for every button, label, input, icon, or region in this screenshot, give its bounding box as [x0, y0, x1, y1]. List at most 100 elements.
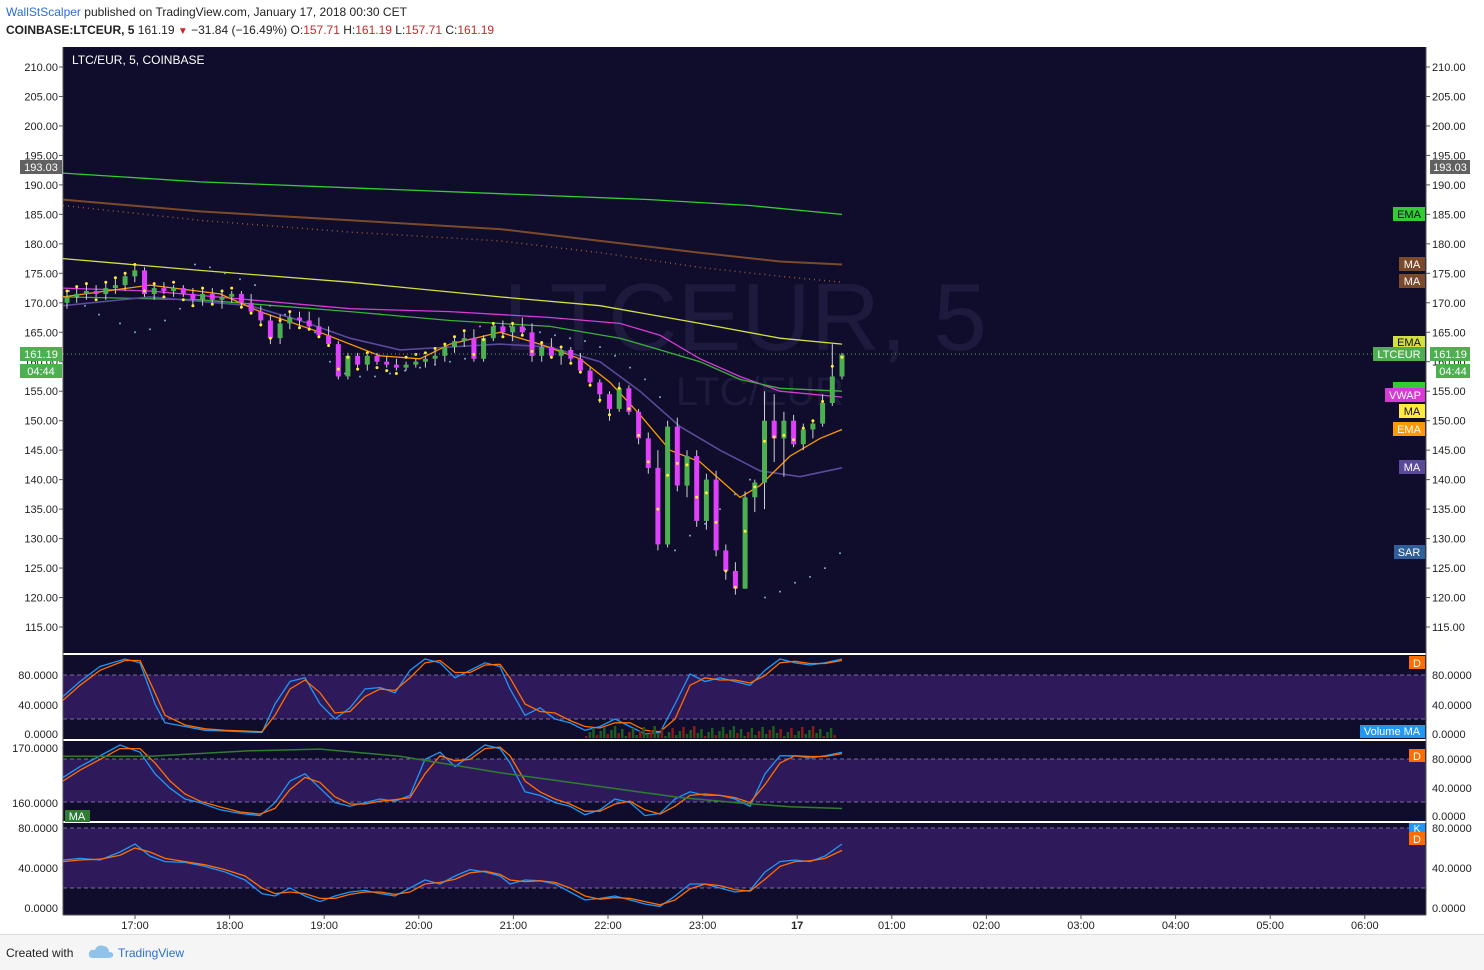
- volume-bar: [649, 730, 653, 738]
- change-value: −31.84 (−16.49%): [191, 23, 288, 37]
- candle-body: [597, 382, 603, 395]
- ma-dot: [394, 372, 398, 375]
- ma-dot: [239, 305, 243, 309]
- ma-dot: [268, 336, 272, 340]
- candle-body: [829, 376, 835, 403]
- volume-bar: [779, 729, 782, 738]
- volume-bar: [624, 736, 628, 738]
- sar-dot: [164, 319, 166, 322]
- time-tick-label: 23:00: [689, 920, 717, 932]
- volume-bar: [801, 727, 804, 738]
- volume-bar: [793, 735, 797, 738]
- time-tick-label: 17:00: [121, 920, 149, 932]
- volume-bar: [685, 734, 689, 738]
- last-price-label-left: 161.19: [24, 349, 58, 361]
- price-axis[interactable]: 210.00 210.00 205.00 205.00 200.00 200.00 195.…: [24, 62, 1465, 634]
- price-tick-right: 150.00: [1432, 416, 1466, 428]
- candle-body: [297, 317, 302, 321]
- tag-vwap: VWAP: [1389, 390, 1421, 402]
- volume-bar: [635, 735, 638, 738]
- ma-dot: [230, 286, 234, 290]
- volume-bar: [678, 731, 682, 738]
- sar-dot: [404, 369, 406, 372]
- time-tick-label: 06:00: [1351, 920, 1379, 932]
- pane3-band: [63, 828, 1426, 888]
- ma-dot: [733, 585, 737, 589]
- sar-dot: [314, 331, 316, 334]
- ma-dot: [94, 298, 98, 302]
- candle-body: [364, 355, 370, 365]
- ma-dot: [181, 298, 185, 302]
- candle-body: [781, 420, 787, 439]
- volume-bar: [829, 728, 833, 738]
- chart-area[interactable]: LTCEUR, 5 LTC/EUR LTC/EUR, 5, COINBASE 2…: [0, 42, 1484, 934]
- price-tick-left: 150.00: [24, 416, 58, 428]
- candle-body: [238, 293, 244, 303]
- ma-dot: [675, 461, 679, 465]
- pane2-ma-line: [63, 748, 843, 810]
- volume-bar: [595, 735, 599, 738]
- volume-bar: [646, 734, 649, 738]
- sar-dot: [614, 354, 616, 357]
- candle-body: [820, 403, 826, 424]
- ma-dot: [482, 338, 486, 342]
- volume-bar: [653, 726, 656, 738]
- ma-dot: [385, 369, 389, 373]
- ma-dot: [327, 344, 331, 347]
- time-tick-label: 21:00: [500, 920, 528, 932]
- created-with-text: Created with: [6, 946, 74, 960]
- volume-bar: [725, 734, 728, 738]
- ma-dot: [724, 569, 728, 573]
- candle-body: [539, 347, 545, 356]
- open-value: 157.71: [303, 23, 340, 37]
- ma-dot: [259, 323, 263, 327]
- candle-body: [93, 291, 99, 294]
- p3-tick-80-left: 80.0000: [18, 823, 58, 835]
- price-tick-left: 145.00: [24, 445, 58, 457]
- volume-bar: [610, 730, 613, 738]
- tag-ema-orange: EMA: [1397, 424, 1422, 436]
- ma-dot: [617, 386, 621, 390]
- time-tick-label: 18:00: [216, 920, 244, 932]
- pane3-stoch-d: [62, 847, 843, 906]
- ema-green2-line: [62, 296, 843, 392]
- ma-dot: [821, 400, 825, 403]
- candle-body: [548, 347, 554, 356]
- time-tick-label: 05:00: [1256, 920, 1284, 932]
- tag-ema-yellow: EMA: [1397, 337, 1422, 349]
- price-tick-left: 185.00: [24, 209, 58, 221]
- p2-tick-160-left: 160.0000: [12, 798, 58, 810]
- candle-body: [452, 341, 457, 347]
- sar-dot: [839, 552, 841, 555]
- candle-body: [355, 355, 361, 365]
- volume-bar: [783, 736, 786, 738]
- time-tick-label: 20:00: [405, 920, 433, 932]
- ma-dot: [830, 364, 834, 368]
- candle-body: [403, 364, 409, 368]
- price-tick-left: 130.00: [24, 534, 58, 546]
- time-axis[interactable]: 17:00 18:00 19:00 20:00 21:00 22:00 23:00 17 01:…: [121, 915, 1379, 932]
- tag-ma-purple: MA: [1404, 462, 1421, 474]
- pane3-tag-k: K: [1414, 824, 1421, 835]
- p3-tick-80-right: 80.0000: [1432, 823, 1472, 835]
- tradingview-link[interactable]: TradingView: [118, 946, 185, 960]
- volume-bar: [711, 728, 714, 738]
- candle-body: [519, 326, 525, 333]
- volume-bar: [739, 729, 743, 738]
- countdown-left: 04:44: [27, 366, 55, 378]
- author-link[interactable]: WallStScalper: [6, 5, 81, 19]
- p1-tick-0-right: 0.0000: [1432, 729, 1466, 741]
- candle-body: [500, 326, 506, 333]
- p2-tick-0-right: 0.0000: [1432, 811, 1466, 823]
- candle-body: [413, 361, 419, 365]
- price-tick-left: 165.00: [24, 327, 58, 339]
- ma-brown-line: [62, 198, 843, 266]
- last-price: 161.19: [137, 23, 175, 37]
- ma-dot: [772, 435, 776, 439]
- candle-body: [393, 364, 399, 368]
- ma-dot: [501, 335, 505, 339]
- candle-body: [713, 479, 719, 551]
- vwap-line: [62, 287, 843, 398]
- sar-dot: [764, 596, 766, 599]
- ma-dot: [588, 383, 592, 387]
